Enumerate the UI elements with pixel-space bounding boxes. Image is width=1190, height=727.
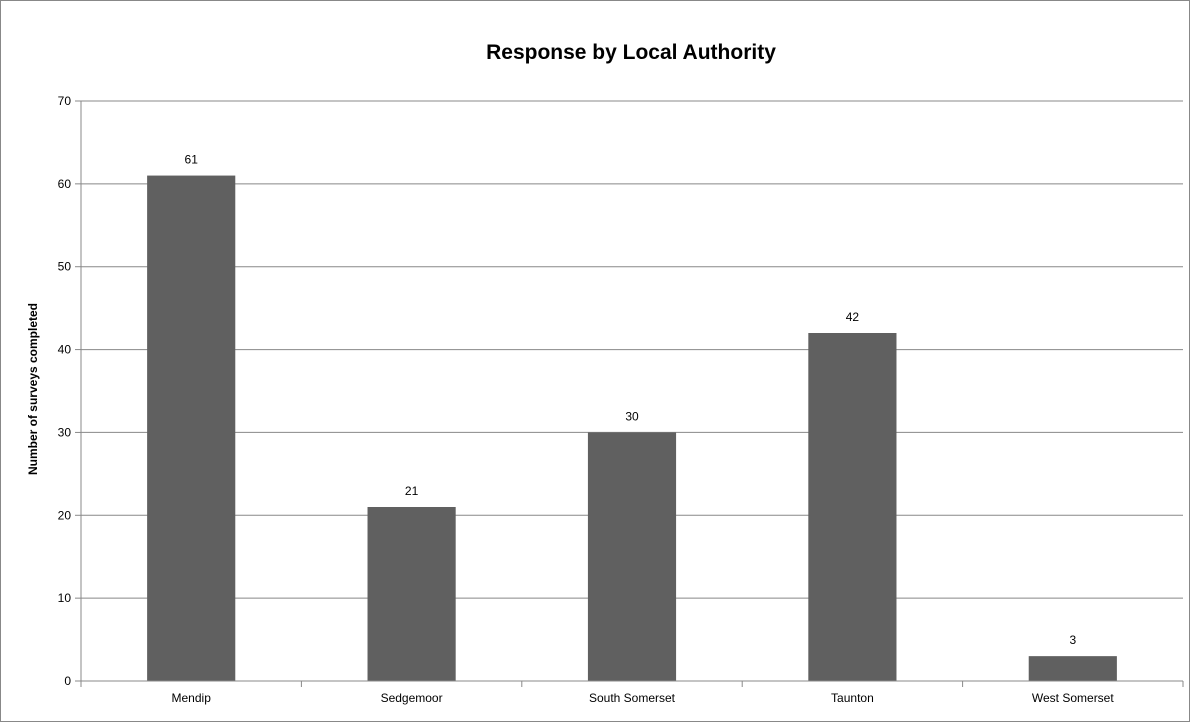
x-tick-label: Sedgemoor <box>381 691 443 705</box>
bar-mendip <box>147 175 236 682</box>
y-tick-label: 50 <box>58 260 72 274</box>
y-tick-label: 0 <box>64 674 71 688</box>
data-label: 3 <box>1069 633 1076 647</box>
chart-title: Response by Local Authority <box>486 41 776 64</box>
x-tick-label: South Somerset <box>589 691 676 705</box>
y-tick-label: 40 <box>58 343 72 357</box>
data-label: 42 <box>846 310 860 324</box>
data-label: 30 <box>625 409 639 423</box>
bar-west-somerset <box>1028 656 1117 681</box>
bars <box>147 175 1117 682</box>
y-tick-label: 60 <box>58 177 72 191</box>
bar-sedgemoor <box>367 507 456 681</box>
y-tick-label: 10 <box>58 591 72 605</box>
data-label: 21 <box>405 484 419 498</box>
x-tick-label: Mendip <box>172 691 212 705</box>
y-tick-label: 70 <box>58 94 72 108</box>
y-tick-label: 20 <box>58 508 72 522</box>
y-tick-label: 30 <box>58 425 72 439</box>
labels: 0 10 20 30 40 50 60 70 61 Mendip 21 Sedgemoor 30 Sout… <box>58 94 1115 705</box>
bar-south-somerset <box>587 432 677 681</box>
x-tick-label: West Somerset <box>1032 691 1114 705</box>
y-axis-label: Number of surveys completed <box>26 303 40 475</box>
x-tick-label: Taunton <box>831 691 874 705</box>
axes <box>75 100 1184 687</box>
data-label: 61 <box>185 153 199 167</box>
bar-taunton <box>808 333 897 681</box>
